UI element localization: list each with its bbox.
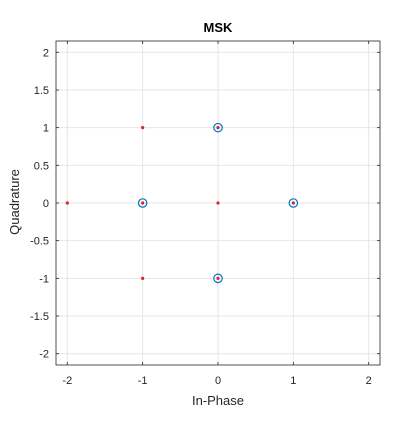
received-point-dot	[216, 201, 220, 205]
y-axis-label: Quadrature	[7, 169, 22, 235]
received-point-dot	[216, 126, 220, 130]
constellation-circle-marker	[137, 198, 148, 208]
y-tick-label: 0.5	[34, 160, 49, 172]
constellation-circle-marker	[213, 122, 223, 133]
constellation-circle-marker	[213, 273, 223, 284]
x-tick-label: -1	[138, 375, 148, 387]
y-tick-label: -0.5	[30, 236, 49, 248]
chart-title: MSK	[204, 20, 234, 35]
x-tick-label: -2	[62, 375, 72, 387]
y-tick-label: -1	[39, 273, 49, 285]
received-point-dot	[141, 201, 145, 205]
x-tick-label: 2	[366, 375, 372, 387]
y-tick-label: 2	[43, 47, 49, 59]
x-tick-label: 1	[290, 375, 296, 387]
tick-labels: -2 -1 0 1 2 -2 -1.5 -1 -0.5 0 0.5 1 1.5 2	[30, 47, 372, 387]
y-tick-label: -1.5	[30, 311, 49, 323]
received-point-dot	[216, 276, 220, 280]
received-point-dot	[291, 201, 295, 205]
plot-data	[65, 122, 299, 284]
axes	[55, 40, 381, 366]
received-point-dot	[141, 126, 145, 130]
y-tick-label: 1	[43, 123, 49, 135]
x-axis-label: In-Phase	[192, 393, 244, 408]
y-tick-label: 1.5	[34, 85, 49, 97]
x-tick-label: 0	[215, 375, 221, 387]
received-point-dot	[65, 201, 69, 205]
y-tick-label: -2	[39, 349, 49, 361]
constellation-circle-marker	[288, 198, 299, 208]
received-point-dot	[141, 276, 145, 280]
y-tick-label: 0	[43, 198, 49, 210]
